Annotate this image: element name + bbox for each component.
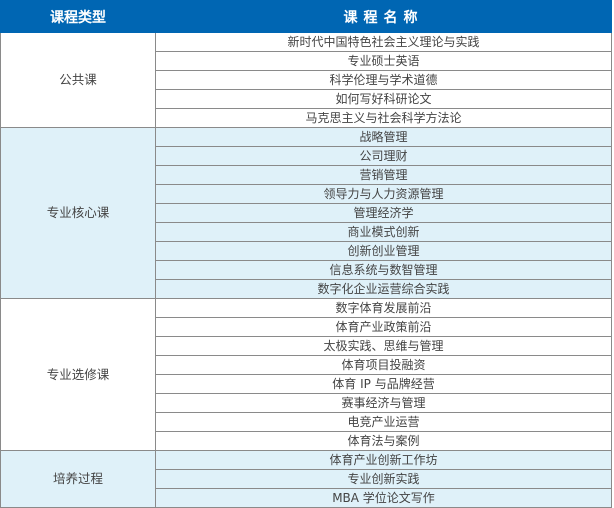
course-category: 专业选修课 — [0, 298, 156, 451]
table-row: 公共课 新时代中国特色社会主义理论与实践 — [0, 32, 612, 128]
course-name: 信息系统与数智管理 — [155, 260, 612, 280]
course-category: 培养过程 — [0, 450, 156, 508]
course-name: 电竞产业运营 — [155, 412, 612, 432]
course-name: 科学伦理与学术道德 — [155, 70, 612, 90]
course-name: 专业硕士英语 — [155, 51, 612, 71]
table-row: 商业模式创新 — [1, 222, 612, 242]
course-name: 体育产业创新工作坊 — [155, 450, 612, 470]
course-category: 专业核心课 — [0, 127, 156, 299]
course-name: 管理经济学 — [155, 203, 612, 223]
table-row: 培养过程 体育产业创新工作坊 — [0, 450, 612, 508]
course-name: 专业创新实践 — [155, 469, 612, 489]
table-row: 太极实践、思维与管理 — [1, 336, 612, 356]
course-name: MBA 学位论文写作 — [155, 488, 612, 508]
course-name: 如何写好科研论文 — [155, 89, 612, 109]
course-category: 公共课 — [0, 32, 156, 128]
course-name: 体育项目投融资 — [155, 355, 612, 375]
table-row: 专业核心课 战略管理 — [0, 127, 612, 299]
course-name: 领导力与人力资源管理 — [155, 184, 612, 204]
table-row: 领导力与人力资源管理 — [1, 184, 612, 204]
course-name: 体育法与案例 — [155, 431, 612, 451]
course-name: 营销管理 — [155, 165, 612, 185]
course-name: 赛事经济与管理 — [155, 393, 612, 413]
course-name: 体育产业政策前沿 — [155, 317, 612, 337]
table-row: 创新创业管理 — [1, 241, 612, 261]
header-course-name: 课程名称 — [155, 0, 612, 33]
table-row: 管理经济学 — [1, 203, 612, 223]
course-name: 商业模式创新 — [155, 222, 612, 242]
course-name: 马克思主义与社会科学方法论 — [155, 108, 612, 128]
table-row: 数字化企业运营综合实践 — [1, 279, 612, 299]
course-name: 数字体育发展前沿 — [155, 298, 612, 318]
course-name: 数字化企业运营综合实践 — [155, 279, 612, 299]
table-row: 体育项目投融资 — [1, 355, 612, 375]
header-course-type: 课程类型 — [0, 0, 156, 33]
course-name: 体育 IP 与品牌经营 — [155, 374, 612, 394]
table-row: 信息系统与数智管理 — [1, 260, 612, 280]
table-row: 专业选修课 数字体育发展前沿 — [0, 298, 612, 451]
course-name: 公司理财 — [155, 146, 612, 166]
table-header: 课程类型 课程名称 — [0, 0, 612, 33]
course-name: 创新创业管理 — [155, 241, 612, 261]
course-name: 新时代中国特色社会主义理论与实践 — [155, 32, 612, 52]
course-name: 太极实践、思维与管理 — [155, 336, 612, 356]
table-row: 营销管理 — [1, 165, 612, 185]
course-name: 战略管理 — [155, 127, 612, 147]
